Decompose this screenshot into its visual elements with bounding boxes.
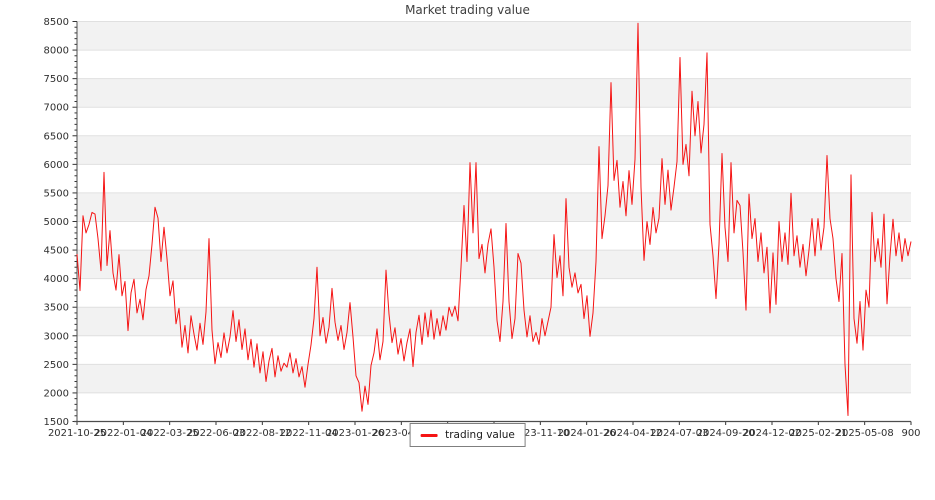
y-tick-label: 6000 xyxy=(44,160,69,171)
x-tick-label: 2021-10-25 xyxy=(48,428,106,439)
x-tick-label: 2023-01-26 xyxy=(326,428,384,439)
y-tick-label: 6500 xyxy=(44,131,69,142)
y-tick-label: 5000 xyxy=(44,217,69,228)
y-tick-label: 7000 xyxy=(44,103,69,114)
y-tick-label: 3000 xyxy=(44,331,69,342)
background-band xyxy=(77,21,911,51)
legend: trading value xyxy=(409,423,526,447)
background-band xyxy=(77,192,911,222)
background-band xyxy=(77,364,911,393)
x-tick-label: 2024-09-20 xyxy=(697,428,755,439)
y-tick-label: 2500 xyxy=(44,360,69,371)
series-line xyxy=(76,22,912,416)
x-tick-label: 900 xyxy=(901,428,920,439)
background-band xyxy=(77,307,911,336)
x-tick-label: 2022-06-03 xyxy=(187,428,245,439)
x-tick-label: 2022-11-04 xyxy=(280,428,338,439)
y-tick-label: 4500 xyxy=(44,246,69,257)
y-tick-label: 7500 xyxy=(44,74,69,85)
x-tick-label: 2023-11-10 xyxy=(511,428,569,439)
y-tick-label: 2000 xyxy=(44,388,69,399)
y-tick-label: 3500 xyxy=(44,303,69,314)
x-tick-label: 2024-01-26 xyxy=(558,428,616,439)
x-tick-label: 2024-12-02 xyxy=(743,428,801,439)
y-tick-label: 1500 xyxy=(44,417,69,428)
x-tick-label: 2022-03-25 xyxy=(141,428,199,439)
y-tick-label: 8500 xyxy=(44,17,69,28)
x-tick-label: 2023-04-07 xyxy=(372,428,430,439)
chart-title: Market trading value xyxy=(405,3,530,17)
x-tick-label: 2025-02-21 xyxy=(789,428,847,439)
y-tick-label: 4000 xyxy=(44,274,69,285)
x-tick-label: 2025-05-08 xyxy=(836,428,894,439)
y-tick-label: 8000 xyxy=(44,46,69,57)
x-tick-label: 2024-07-03 xyxy=(650,428,708,439)
x-tick-label: 2022-01-04 xyxy=(94,428,152,439)
y-tick-label: 5500 xyxy=(44,188,69,199)
background-band xyxy=(77,78,911,108)
x-tick-label: 2022-08-12 xyxy=(233,428,291,439)
background-band xyxy=(77,135,911,165)
x-tick-label: 2024-04-12 xyxy=(604,428,662,439)
legend-line-swatch-icon xyxy=(420,433,438,437)
legend-label: trading value xyxy=(445,429,515,441)
